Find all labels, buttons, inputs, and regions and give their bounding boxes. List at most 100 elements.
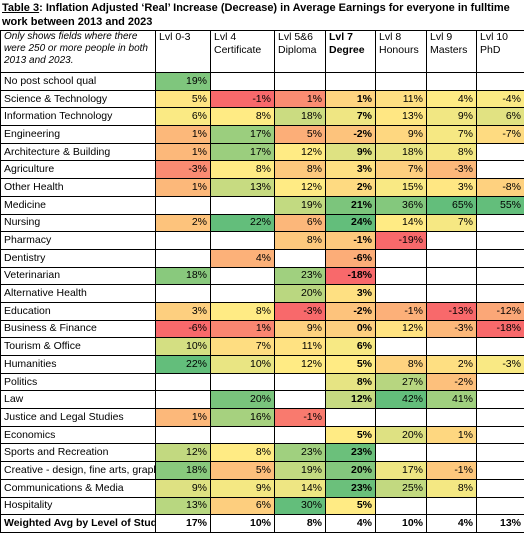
value-cell — [476, 213, 524, 233]
value-cell: 20% — [274, 284, 326, 303]
value-cell: 20% — [210, 390, 275, 410]
row-label: Dentistry — [0, 248, 156, 268]
column-name: PhD — [480, 44, 501, 56]
row-label: Hospitality — [0, 496, 156, 516]
table-row: Alternative Health 20% 3% — [0, 284, 524, 303]
value-cell: 10% — [155, 337, 211, 356]
value-cell: 23% — [325, 443, 376, 463]
row-label: Information Technology — [0, 107, 156, 127]
value-cell: 5% — [155, 89, 211, 109]
table-row: Education 3% 8% -3% -2% -1% -13% -12% — [0, 301, 524, 321]
row-label: Science & Technology — [0, 89, 156, 109]
table-row: Medicine 19% 21% 36% 65% 55% — [0, 195, 524, 215]
value-cell: 19% — [155, 72, 211, 91]
value-cell — [426, 337, 477, 356]
value-cell — [210, 425, 275, 445]
value-cell — [155, 284, 211, 303]
value-cell: 2% — [155, 213, 211, 233]
value-cell: 41% — [426, 390, 477, 410]
row-label: Engineering — [0, 125, 156, 144]
value-cell — [210, 195, 275, 215]
table-row: Law 20% 12% 42% 41% — [0, 390, 524, 410]
value-cell: -12% — [476, 301, 524, 321]
value-cell: 10% — [375, 514, 427, 533]
value-cell: 2% — [426, 355, 477, 374]
value-cell: -1% — [426, 461, 477, 480]
column-header: Lvl 4 Certificate — [210, 30, 275, 73]
value-cell: -2% — [325, 125, 376, 144]
value-cell: 36% — [375, 195, 427, 215]
column-level: Lvl 7 — [329, 31, 353, 44]
value-cell: -1% — [325, 231, 376, 250]
value-cell: 20% — [375, 425, 427, 445]
column-name: Honours — [379, 44, 419, 56]
value-cell — [476, 461, 524, 480]
column-name: Certificate — [214, 44, 262, 56]
value-cell: 19% — [274, 461, 326, 480]
value-cell: -3% — [426, 319, 477, 339]
row-label: Medicine — [0, 195, 156, 215]
column-name: Masters — [430, 44, 468, 56]
column-header: Lvl 7 Degree — [325, 30, 376, 73]
value-cell — [325, 72, 376, 91]
value-cell: 11% — [274, 337, 326, 356]
column-header: Lvl 10 PhD — [476, 30, 524, 73]
row-label: Alternative Health — [0, 284, 156, 303]
value-cell: 6% — [325, 337, 376, 356]
value-cell: -7% — [476, 125, 524, 144]
row-label: Creative - design, fine arts, graphic — [0, 461, 156, 480]
value-cell: 8% — [210, 443, 275, 463]
value-cell: 5% — [274, 125, 326, 144]
table-row: Humanities 22% 10% 12% 5% 8% 2% -3% — [0, 355, 524, 374]
row-label: Law — [0, 390, 156, 410]
value-cell: -19% — [375, 231, 427, 250]
column-level: Lvl 0-3 — [159, 31, 191, 44]
value-cell: -13% — [426, 301, 477, 321]
value-cell: -2% — [426, 372, 477, 392]
value-cell — [274, 425, 326, 445]
value-cell — [155, 390, 211, 410]
table-row: Science & Technology 5% -1% 1% 1% 11% 4% -4% — [0, 89, 524, 109]
table-row: Information Technology 6% 8% 18% 7% 13% 9% 6% — [0, 107, 524, 127]
value-cell — [155, 425, 211, 445]
row-label: Pharmacy — [0, 231, 156, 250]
value-cell: 23% — [274, 266, 326, 286]
value-cell: 2% — [325, 178, 376, 197]
value-cell — [476, 390, 524, 410]
value-cell — [476, 408, 524, 427]
column-name: Degree — [329, 44, 365, 56]
value-cell — [426, 443, 477, 463]
value-cell — [426, 496, 477, 516]
value-cell — [476, 337, 524, 356]
value-cell: -4% — [476, 89, 524, 109]
table-row: Tourism & Office 10% 7% 11% 6% — [0, 337, 524, 356]
value-cell: 14% — [274, 478, 326, 498]
value-cell: 55% — [476, 195, 524, 215]
value-cell: 19% — [274, 195, 326, 215]
value-cell: 12% — [274, 142, 326, 162]
value-cell — [155, 372, 211, 392]
value-cell: -3% — [476, 355, 524, 374]
value-cell: 7% — [375, 160, 427, 180]
table-row: Hospitality 13% 6% 30% 5% — [0, 496, 524, 516]
value-cell — [210, 72, 275, 91]
value-cell — [426, 266, 477, 286]
value-cell: 17% — [375, 461, 427, 480]
value-cell: 14% — [375, 213, 427, 233]
value-cell: 6% — [476, 107, 524, 127]
column-level: Lvl 8 — [379, 31, 402, 44]
value-cell: 18% — [274, 107, 326, 127]
row-label: Veterinarian — [0, 266, 156, 286]
value-cell: -1% — [210, 89, 275, 109]
value-cell — [274, 248, 326, 268]
total-row: Weighted Avg by Level of Study 17% 10% 8% 4%… — [0, 514, 524, 533]
value-cell: -6% — [325, 248, 376, 268]
table-row: Nursing 2% 22% 6% 24% 14% 7% — [0, 213, 524, 233]
value-cell — [210, 284, 275, 303]
value-cell: 9% — [426, 107, 477, 127]
value-cell: 4% — [210, 248, 275, 268]
value-cell: 8% — [210, 160, 275, 180]
table-note: Only shows fields where there were 250 o… — [0, 30, 156, 73]
value-cell: 5% — [210, 461, 275, 480]
value-cell — [375, 72, 427, 91]
